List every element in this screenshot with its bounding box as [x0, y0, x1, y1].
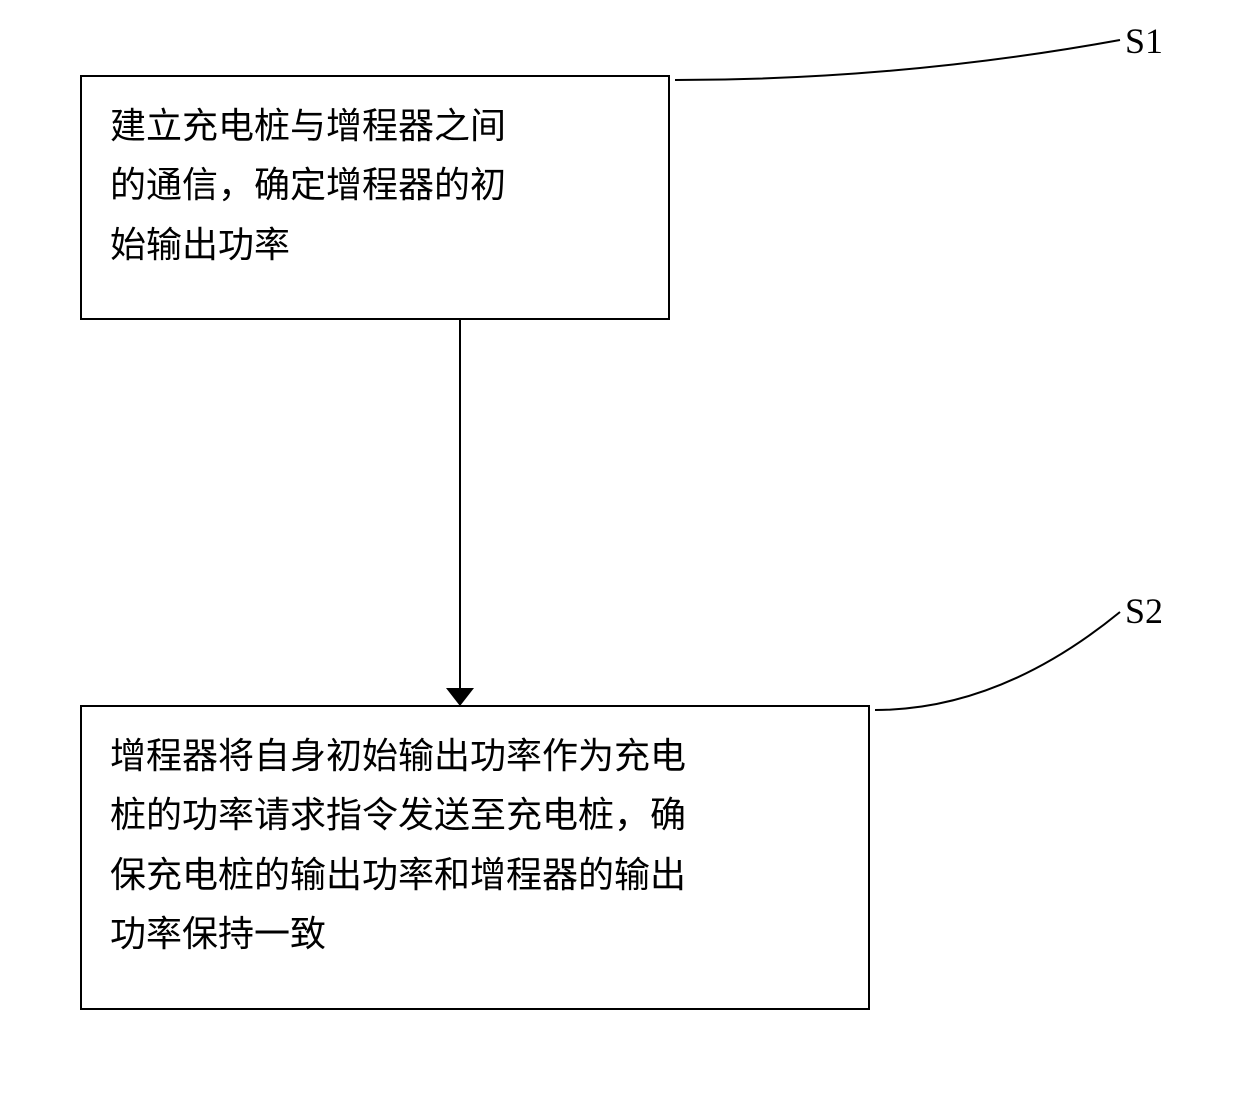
- edge-s1-s2-line: [459, 320, 461, 690]
- flowchart-node-s1: 建立充电桩与增程器之间 的通信，确定增程器的初 始输出功率: [80, 75, 670, 320]
- node-s2-label: S2: [1125, 590, 1163, 632]
- edge-s1-s2-arrow: [446, 688, 474, 706]
- node-s1-label-connector: [670, 30, 1130, 90]
- node-s1-text: 建立充电桩与增程器之间 的通信，确定增程器的初 始输出功率: [110, 97, 506, 275]
- node-s2-label-connector: [870, 600, 1130, 720]
- node-s1-label: S1: [1125, 20, 1163, 62]
- flowchart-container: 建立充电桩与增程器之间 的通信，确定增程器的初 始输出功率 S1 增程器将自身初…: [0, 0, 1240, 1101]
- node-s2-text: 增程器将自身初始输出功率作为充电 桩的功率请求指令发送至充电桩，确 保充电桩的输…: [110, 727, 686, 965]
- flowchart-node-s2: 增程器将自身初始输出功率作为充电 桩的功率请求指令发送至充电桩，确 保充电桩的输…: [80, 705, 870, 1010]
